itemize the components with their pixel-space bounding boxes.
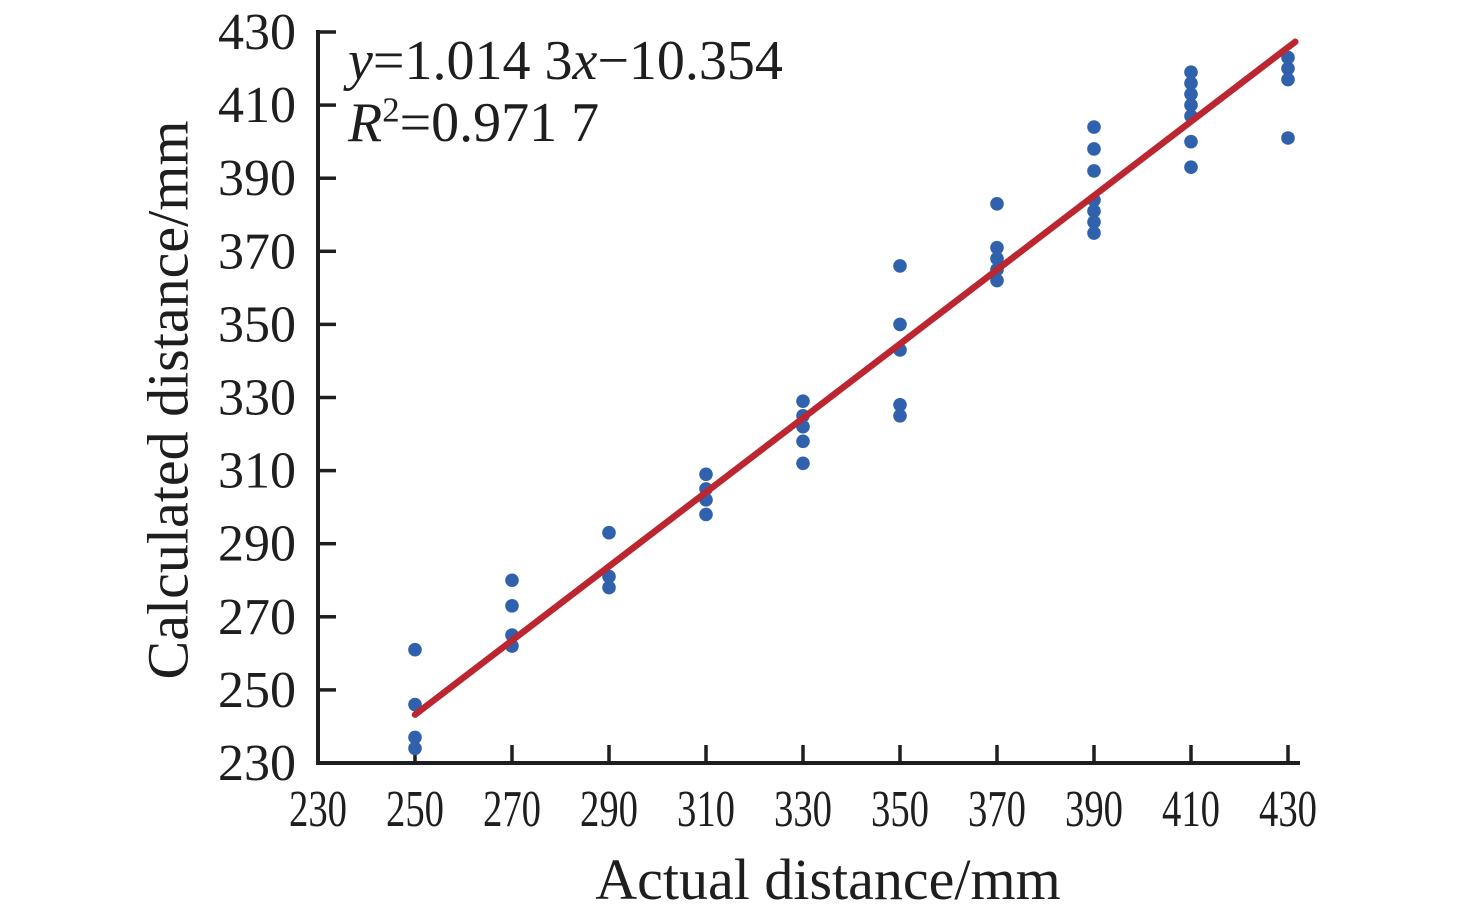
y-tick-label: 270 <box>218 589 296 646</box>
x-tick-label: 350 <box>871 781 929 838</box>
equation-body: =1.014 3 <box>372 30 573 92</box>
data-point <box>408 697 422 712</box>
y-tick-label: 290 <box>218 516 296 573</box>
y-tick-label: 430 <box>218 4 296 61</box>
r-symbol: R <box>348 92 383 154</box>
data-point <box>893 398 907 412</box>
y-tick-label: 330 <box>218 370 296 427</box>
y-tick-label: 390 <box>218 150 296 207</box>
fit-line <box>411 38 1299 718</box>
data-point <box>796 394 810 408</box>
data-point <box>893 408 907 423</box>
data-point <box>408 741 422 756</box>
data-point <box>1087 120 1101 134</box>
x-tick-label: 290 <box>580 781 638 838</box>
data-point <box>796 456 810 471</box>
data-point <box>1087 226 1101 240</box>
x-tick-label: 250 <box>386 781 444 838</box>
data-point <box>893 259 907 273</box>
equation-y-symbol: y <box>348 30 373 92</box>
data-point <box>1184 87 1198 101</box>
y-tick-label: 410 <box>218 77 296 134</box>
y-tick-label: 230 <box>218 735 296 792</box>
data-point <box>1281 50 1295 65</box>
data-point <box>893 317 907 332</box>
x-tick-label: 330 <box>774 781 832 838</box>
data-point <box>602 525 616 540</box>
x-tick-label: 390 <box>1065 781 1123 838</box>
data-point <box>602 569 616 584</box>
data-point <box>1281 61 1295 76</box>
data-point <box>1087 142 1101 156</box>
data-point <box>1184 98 1198 112</box>
y-tick-label: 310 <box>218 443 296 500</box>
axis-spine <box>316 30 1300 765</box>
data-point <box>1184 134 1198 149</box>
data-point <box>990 196 1004 211</box>
y-axis-title: Calculated distance/mm <box>135 120 201 680</box>
r-squared-value: R2=0.971 7 <box>348 92 783 154</box>
data-point <box>1281 131 1295 145</box>
data-point <box>1087 215 1101 229</box>
x-tick-label: 230 <box>289 781 347 838</box>
data-point <box>1184 76 1198 90</box>
data-point <box>699 507 713 522</box>
r-squared-tail: =0.971 7 <box>399 92 600 154</box>
x-tick-label: 310 <box>677 781 735 838</box>
equation-x-symbol: x <box>572 30 598 92</box>
x-axis-title: Actual distance/mm <box>595 847 1061 912</box>
data-point <box>1087 204 1101 218</box>
x-tick-label: 270 <box>483 781 541 838</box>
x-tick-label: 430 <box>1259 781 1317 838</box>
x-tick-label: 370 <box>968 781 1026 838</box>
y-tick-label: 370 <box>218 223 296 280</box>
regression-annotation: y=1.014 3x−10.354 R2=0.971 7 <box>348 30 783 154</box>
data-point <box>990 251 1004 266</box>
data-point <box>990 273 1004 288</box>
data-point <box>505 599 519 613</box>
data-point <box>505 573 519 588</box>
data-point <box>1281 72 1295 87</box>
y-tick-label: 250 <box>218 662 296 719</box>
data-point <box>1184 160 1198 175</box>
data-point <box>1184 65 1198 80</box>
data-point <box>990 240 1004 255</box>
data-point <box>408 642 422 657</box>
data-point <box>1087 164 1101 178</box>
equation-tail: −10.354 <box>597 30 783 92</box>
regression-equation: y=1.014 3x−10.354 <box>348 30 783 92</box>
data-point <box>602 580 616 595</box>
y-tick-label: 350 <box>218 296 296 353</box>
data-point <box>408 730 422 745</box>
data-point <box>796 434 810 449</box>
r-exponent: 2 <box>382 90 400 130</box>
x-tick-label: 410 <box>1162 781 1220 838</box>
data-point <box>699 467 713 482</box>
